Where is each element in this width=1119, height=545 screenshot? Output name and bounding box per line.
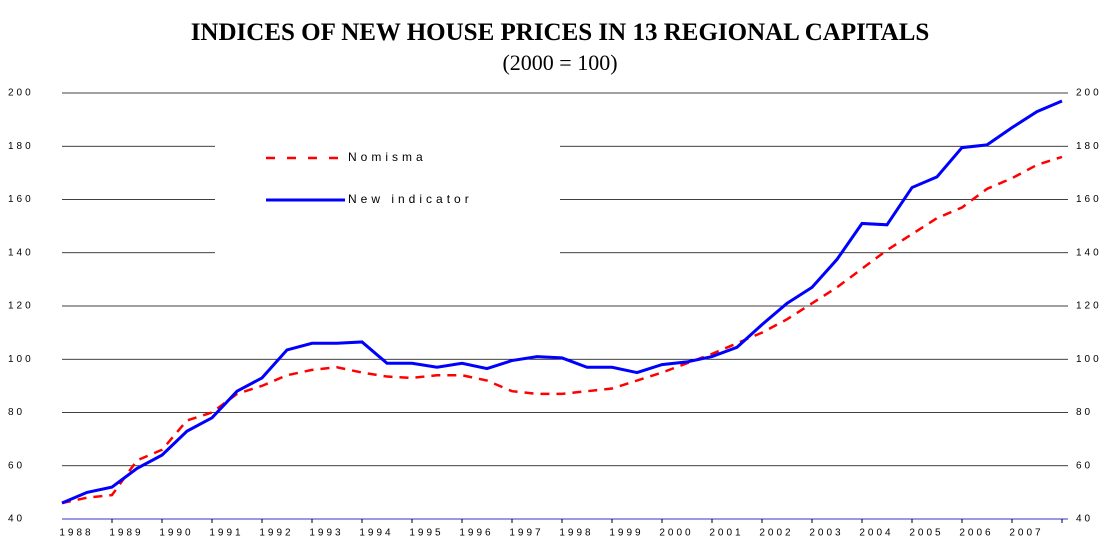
- x-tick-label: 2002: [759, 528, 793, 539]
- y-tick-label: 180: [8, 141, 34, 152]
- x-tick-label: 2000: [659, 528, 693, 539]
- y-tick-label: 160: [8, 194, 34, 205]
- chart-subtitle: (2000 = 100): [502, 50, 617, 75]
- x-tick-label: 1990: [159, 528, 193, 539]
- y2-tick-label: 60: [1076, 460, 1093, 471]
- x-tick-label: 2007: [1009, 528, 1043, 539]
- x-tick-label: 2005: [909, 528, 943, 539]
- x-tick-label: 2001: [709, 528, 743, 539]
- y-tick-label: 40: [8, 514, 25, 525]
- y2-tick-label: 100: [1076, 354, 1102, 365]
- x-tick-label: 1992: [259, 528, 293, 539]
- y2-tick-label: 40: [1076, 514, 1093, 525]
- x-tick-label: 1993: [309, 528, 343, 539]
- legend-label: Nomisma: [348, 150, 427, 164]
- x-tick-label: 2004: [859, 528, 893, 539]
- x-tick-label: 1998: [559, 528, 593, 539]
- x-tick-label: 1995: [409, 528, 443, 539]
- y-tick-label: 120: [8, 301, 34, 312]
- y2-tick-label: 120: [1076, 301, 1102, 312]
- x-tick-label: 1994: [359, 528, 393, 539]
- x-tick-label: 2006: [959, 528, 993, 539]
- x-tick-label: 1989: [109, 528, 143, 539]
- chart-title: INDICES OF NEW HOUSE PRICES IN 13 REGION…: [191, 19, 930, 46]
- y2-tick-label: 160: [1076, 194, 1102, 205]
- series-line: [61, 99, 1063, 505]
- x-tick-label: 1997: [509, 528, 543, 539]
- y2-tick-label: 80: [1076, 407, 1093, 418]
- legend-label: New indicator: [348, 192, 473, 206]
- y-tick-label: 200: [8, 88, 34, 99]
- y-tick-label: 140: [8, 247, 34, 258]
- x-tick-label: 1991: [209, 528, 243, 539]
- y-tick-label: 80: [8, 407, 25, 418]
- series-line: [61, 155, 1063, 505]
- y2-tick-label: 140: [1076, 247, 1102, 258]
- x-tick-label: 2003: [809, 528, 843, 539]
- y-tick-label: 60: [8, 460, 25, 471]
- x-tick-label: 1999: [609, 528, 643, 539]
- x-tick-label: 1996: [459, 528, 493, 539]
- x-tick-label: 1988: [59, 528, 93, 539]
- y2-tick-label: 200: [1076, 88, 1102, 99]
- y-tick-label: 100: [8, 354, 34, 365]
- y2-tick-label: 180: [1076, 141, 1102, 152]
